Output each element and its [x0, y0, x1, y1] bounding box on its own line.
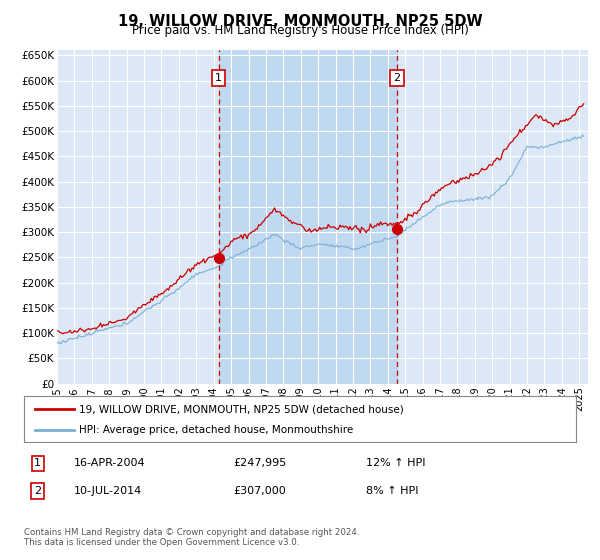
Bar [219, 50, 397, 384]
Text: 19, WILLOW DRIVE, MONMOUTH, NP25 5DW: 19, WILLOW DRIVE, MONMOUTH, NP25 5DW [118, 14, 482, 29]
Text: HPI: Average price, detached house, Monmouthshire: HPI: Average price, detached house, Monm… [79, 424, 353, 435]
Text: 10-JUL-2014: 10-JUL-2014 [74, 486, 142, 496]
Text: £307,000: £307,000 [234, 486, 287, 496]
Text: 8% ↑ HPI: 8% ↑ HPI [366, 486, 419, 496]
Text: 1: 1 [34, 458, 41, 468]
Text: 2: 2 [394, 73, 401, 83]
Text: Contains HM Land Registry data © Crown copyright and database right 2024.
This d: Contains HM Land Registry data © Crown c… [24, 528, 359, 547]
Text: £247,995: £247,995 [234, 458, 287, 468]
Text: 19, WILLOW DRIVE, MONMOUTH, NP25 5DW (detached house): 19, WILLOW DRIVE, MONMOUTH, NP25 5DW (de… [79, 404, 404, 414]
Text: 12% ↑ HPI: 12% ↑ HPI [366, 458, 426, 468]
Text: 16-APR-2004: 16-APR-2004 [74, 458, 145, 468]
Text: 1: 1 [215, 73, 222, 83]
Text: Price paid vs. HM Land Registry's House Price Index (HPI): Price paid vs. HM Land Registry's House … [131, 24, 469, 37]
Text: 2: 2 [34, 486, 41, 496]
